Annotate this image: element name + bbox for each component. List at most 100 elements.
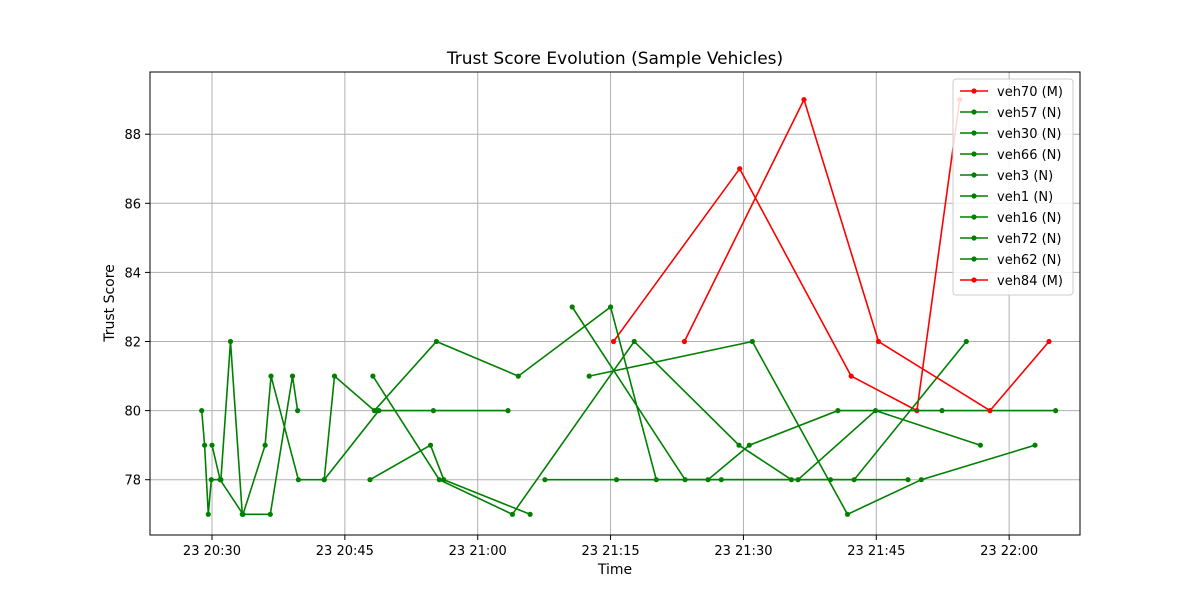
legend-entry: veh66 (N) [960, 148, 1061, 163]
y-tick-label: 86 [124, 197, 141, 212]
axis-ticks: 23 20:30 23 20:45 23 21:00 23 21:15 23 21:30… [124, 128, 1038, 559]
data-point [331, 373, 338, 379]
legend-label: veh30 (N) [997, 127, 1061, 142]
data-point [905, 477, 911, 483]
data-point [199, 408, 205, 414]
data-point [542, 477, 548, 483]
legend-label: veh62 (N) [997, 253, 1061, 268]
legend-label: veh1 (N) [997, 190, 1053, 205]
legend-entry: veh84 (M) [960, 274, 1063, 289]
data-point [240, 511, 246, 517]
data-point [509, 511, 515, 517]
x-tick-label: 23 20:30 [183, 544, 241, 559]
data-point [918, 477, 924, 483]
data-point [872, 408, 879, 414]
series-line [211, 305, 1056, 517]
series-veh30 [209, 304, 1059, 517]
y-axis-title: Trust Score [102, 264, 118, 343]
legend-marker [971, 172, 977, 178]
series-line [200, 341, 299, 516]
legend-label: veh72 (N) [997, 232, 1061, 247]
data-point [295, 408, 301, 414]
x-tick-label: 23 20:45 [316, 544, 374, 559]
data-point [963, 338, 969, 345]
x-tick-label: 23 21:30 [714, 544, 772, 559]
data-point [737, 166, 743, 172]
data-point [515, 373, 521, 379]
data-point [527, 511, 533, 517]
data-point [427, 442, 434, 448]
data-point [209, 442, 215, 448]
data-point [844, 511, 851, 517]
x-tick-label: 23 21:15 [582, 544, 640, 559]
y-tick-label: 88 [124, 128, 141, 143]
legend-marker [971, 193, 977, 199]
series-line [323, 409, 508, 481]
series-veh62 [586, 338, 1038, 517]
series-veh72 [569, 304, 984, 483]
plot-frame [149, 71, 1081, 536]
data-point [376, 408, 382, 414]
data-point [801, 97, 807, 103]
legend-marker [971, 151, 977, 157]
data-point [835, 408, 841, 414]
series-layer [199, 97, 1059, 517]
chart-title: Trust Score Evolution (Sample Vehicles) [446, 49, 783, 69]
data-point [1053, 408, 1059, 414]
legend-marker [971, 256, 977, 262]
series-line [589, 340, 1036, 516]
legend-entry: veh3 (N) [960, 169, 1053, 184]
data-point [613, 477, 620, 483]
data-point [295, 477, 301, 483]
data-point [208, 477, 214, 483]
data-point [505, 408, 511, 414]
data-point [433, 338, 439, 345]
series-veh70 [610, 97, 963, 414]
data-point [321, 477, 327, 483]
legend-entry: veh1 (N) [960, 190, 1053, 205]
data-point [202, 442, 208, 448]
data-point [367, 477, 373, 483]
legend-label: veh70 (M) [997, 85, 1063, 100]
data-point [848, 373, 854, 379]
legend-marker [971, 235, 977, 241]
data-point [749, 338, 755, 345]
y-tick-label: 78 [124, 474, 141, 489]
data-point [682, 477, 688, 483]
data-point [569, 304, 575, 310]
data-point [875, 338, 882, 345]
data-point [217, 477, 223, 483]
data-point [977, 442, 984, 448]
data-point [430, 408, 436, 414]
data-point [987, 408, 993, 414]
legend-entry: veh57 (N) [960, 106, 1061, 121]
data-point [370, 373, 376, 379]
legend-marker [971, 130, 977, 136]
y-tick-label: 80 [124, 405, 141, 420]
data-point [262, 442, 268, 448]
legend-label: veh66 (N) [997, 148, 1061, 163]
data-point [371, 408, 377, 414]
legend-label: veh16 (N) [997, 211, 1061, 226]
legend-label: veh3 (N) [997, 169, 1053, 184]
legend-marker [971, 109, 977, 115]
data-point [631, 338, 637, 345]
data-point [608, 304, 614, 310]
data-point [939, 408, 945, 414]
legend-label: veh84 (M) [997, 274, 1063, 289]
data-point [268, 373, 274, 379]
data-point [227, 338, 234, 345]
x-tick-label: 23 22:00 [980, 544, 1038, 559]
legend-marker [971, 88, 977, 94]
x-tick-label: 23 21:45 [847, 544, 905, 559]
legend-entry: veh62 (N) [960, 253, 1061, 268]
legend-entry: veh16 (N) [960, 211, 1061, 226]
x-axis-title: Time [597, 562, 632, 578]
series-line [369, 444, 531, 516]
data-point [795, 477, 801, 483]
series-veh66 [321, 408, 511, 483]
legend-entry: veh72 (N) [960, 232, 1061, 247]
y-tick-label: 82 [124, 336, 141, 351]
legend-entry: veh70 (M) [960, 85, 1063, 100]
data-point [436, 477, 442, 483]
